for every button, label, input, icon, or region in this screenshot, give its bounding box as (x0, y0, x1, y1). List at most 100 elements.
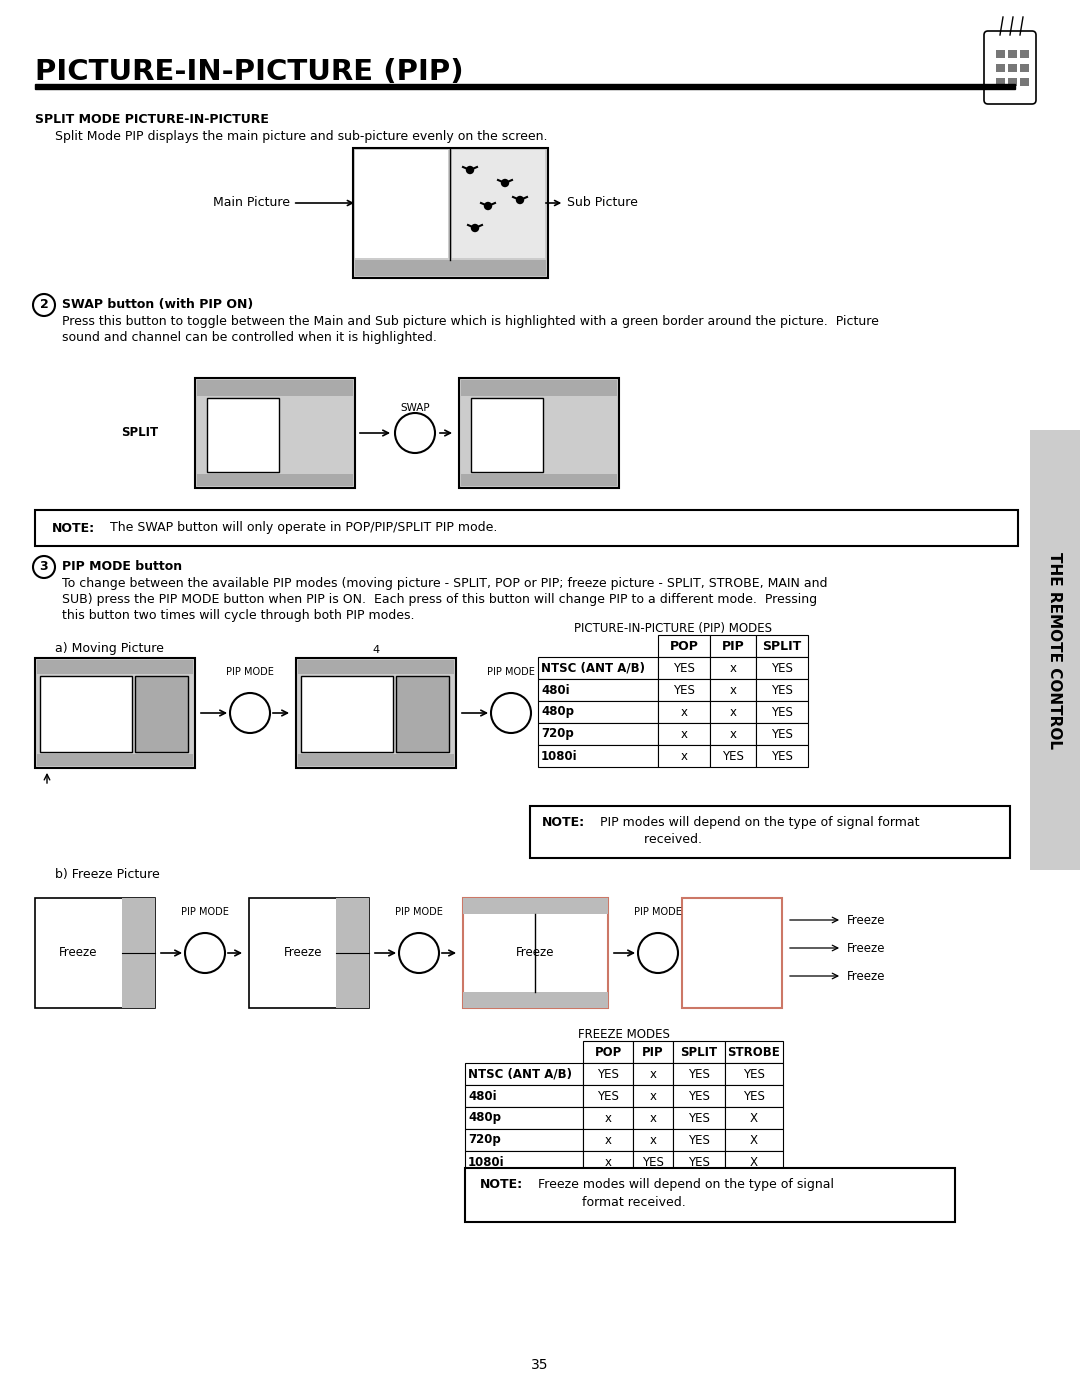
Text: 35: 35 (531, 1358, 549, 1372)
Bar (207, 398, 279, 472)
Text: X: X (750, 1133, 758, 1147)
Bar (37, 659, 193, 673)
Text: Freeze: Freeze (847, 942, 886, 954)
Bar (673, 1151, 725, 1173)
Bar (710, 636, 756, 657)
Bar (301, 676, 393, 752)
Bar (461, 380, 617, 395)
Bar (355, 260, 546, 277)
Bar (583, 1151, 633, 1173)
Bar (538, 679, 658, 701)
Bar (40, 676, 132, 752)
Bar (673, 1106, 725, 1129)
Bar (195, 379, 355, 488)
Circle shape (501, 179, 509, 187)
Bar (538, 724, 658, 745)
Bar (355, 149, 448, 258)
Bar (135, 676, 188, 752)
Text: YES: YES (771, 683, 793, 697)
Text: To change between the available PIP modes (moving picture - SPLIT, POP or PIP; f: To change between the available PIP mode… (62, 577, 827, 590)
Bar (710, 701, 756, 724)
Bar (465, 1168, 955, 1222)
Text: x: x (605, 1133, 611, 1147)
Bar (37, 754, 193, 766)
Bar (1008, 50, 1017, 59)
Text: b) Freeze Picture: b) Freeze Picture (55, 868, 160, 882)
Text: FREEZE MODES: FREEZE MODES (578, 1028, 670, 1041)
Bar (756, 701, 808, 724)
Bar (1030, 430, 1080, 870)
Text: Main Picture: Main Picture (213, 197, 352, 210)
Text: NOTE:: NOTE: (52, 521, 95, 535)
Bar (471, 398, 543, 472)
Bar (538, 701, 658, 724)
Text: NOTE:: NOTE: (542, 816, 585, 828)
Bar (725, 1151, 783, 1173)
Text: YES: YES (597, 1067, 619, 1080)
Text: Freeze: Freeze (847, 970, 886, 982)
FancyBboxPatch shape (984, 31, 1036, 103)
Text: THE REMOTE CONTROL: THE REMOTE CONTROL (1048, 552, 1063, 749)
Bar (756, 657, 808, 679)
Text: x: x (680, 728, 688, 740)
Bar (681, 898, 782, 1009)
Bar (725, 1041, 783, 1063)
Text: x: x (729, 728, 737, 740)
Text: SPLIT: SPLIT (762, 640, 801, 652)
Bar (658, 745, 710, 767)
Text: SPLIT MODE PICTURE-IN-PICTURE: SPLIT MODE PICTURE-IN-PICTURE (35, 113, 269, 126)
Bar (756, 679, 808, 701)
Bar (658, 657, 710, 679)
Bar (673, 1085, 725, 1106)
Text: YES: YES (643, 1155, 664, 1168)
Text: SWAP: SWAP (401, 402, 430, 414)
Circle shape (638, 933, 678, 972)
Text: this button two times will cycle through both PIP modes.: this button two times will cycle through… (62, 609, 415, 622)
Bar (463, 992, 608, 1009)
Bar (465, 1151, 583, 1173)
Text: Split Mode PIP displays the main picture and sub-picture evenly on the screen.: Split Mode PIP displays the main picture… (55, 130, 548, 142)
Bar (633, 1085, 673, 1106)
Circle shape (516, 197, 524, 204)
Text: PICTURE-IN-PICTURE (PIP): PICTURE-IN-PICTURE (PIP) (35, 59, 463, 87)
Bar (538, 657, 658, 679)
Text: x: x (729, 683, 737, 697)
Circle shape (467, 166, 473, 173)
Text: 720p: 720p (541, 728, 573, 740)
Text: PIP: PIP (643, 1045, 664, 1059)
Bar (35, 84, 1015, 89)
Text: x: x (605, 1112, 611, 1125)
Text: PICTURE-IN-PICTURE (PIP) MODES: PICTURE-IN-PICTURE (PIP) MODES (573, 622, 772, 636)
Bar (538, 745, 658, 767)
Text: PIP modes will depend on the type of signal format: PIP modes will depend on the type of sig… (588, 816, 919, 828)
Text: YES: YES (673, 683, 694, 697)
Circle shape (472, 225, 478, 232)
Text: NOTE:: NOTE: (480, 1178, 523, 1192)
Text: 480i: 480i (468, 1090, 497, 1102)
Bar (996, 50, 1005, 59)
Text: YES: YES (688, 1133, 710, 1147)
Bar (658, 724, 710, 745)
Text: 480i: 480i (541, 683, 569, 697)
Circle shape (33, 293, 55, 316)
Bar (583, 1106, 633, 1129)
Bar (583, 1041, 633, 1063)
Text: YES: YES (688, 1090, 710, 1102)
Text: PIP MODE: PIP MODE (226, 666, 274, 678)
Text: Freeze modes will depend on the type of signal: Freeze modes will depend on the type of … (526, 1178, 834, 1192)
Bar (633, 1106, 673, 1129)
Bar (756, 724, 808, 745)
Text: 1080i: 1080i (468, 1155, 504, 1168)
Text: Press this button to toggle between the Main and Sub picture which is highlighte: Press this button to toggle between the … (62, 314, 879, 328)
Bar (725, 1106, 783, 1129)
Bar (756, 636, 808, 657)
Text: YES: YES (743, 1090, 765, 1102)
Bar (658, 636, 710, 657)
Text: PIP MODE button: PIP MODE button (62, 560, 183, 573)
Text: x: x (680, 705, 688, 718)
Text: Freeze: Freeze (58, 947, 97, 960)
Bar (1020, 64, 1029, 73)
Text: x: x (649, 1112, 657, 1125)
Bar (197, 474, 353, 486)
Bar (298, 754, 454, 766)
